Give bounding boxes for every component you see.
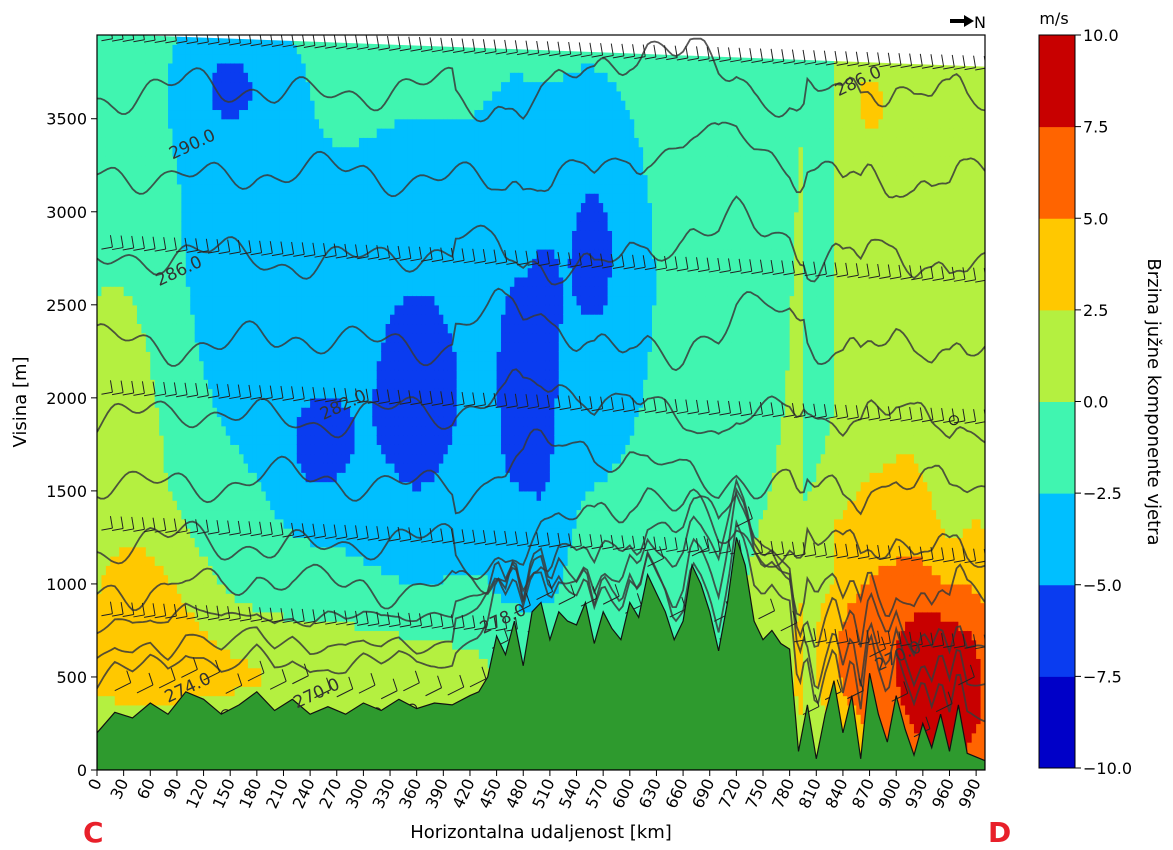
x-tick-label: 810 <box>795 776 825 812</box>
x-tick-label: 630 <box>635 776 665 812</box>
x-tick-label: 990 <box>955 776 985 812</box>
colorbar-tick-label: 5.0 <box>1083 209 1108 228</box>
plot-area <box>97 35 985 770</box>
x-tick-label: 90 <box>160 776 186 802</box>
y-axis: 0 500 1000 1500 2000 2500 3000 3500 <box>46 110 97 780</box>
x-tick-label: 270 <box>315 776 345 812</box>
x-tick-label: 360 <box>395 776 425 812</box>
colorbar-segment <box>1039 35 1075 128</box>
x-tick-label: 180 <box>235 776 265 812</box>
x-axis: 0 30 60 90120150180210240270300330360390420… <box>84 770 985 811</box>
x-tick-label: 690 <box>688 776 718 812</box>
x-tick-label: 150 <box>209 776 239 812</box>
x-tick-label: 60 <box>133 776 159 802</box>
x-tick-label: 660 <box>662 776 692 812</box>
colorbar-tick-label: −2.5 <box>1083 484 1122 503</box>
y-axis-title: Visina [m] <box>10 356 31 447</box>
y-tick-label: 3000 <box>46 203 87 222</box>
x-tick-label: 390 <box>422 776 452 812</box>
x-tick-label: 870 <box>848 776 878 812</box>
colorbar: 10.0 7.5 5.0 2.5 0.0 −2.5 −5.0 −7.5 −10.0 <box>1038 26 1132 778</box>
terrain <box>97 537 985 770</box>
y-tick-label: 2000 <box>46 389 87 408</box>
colorbar-tick-label: 7.5 <box>1083 118 1108 137</box>
x-tick-label: 510 <box>528 776 558 812</box>
north-arrow: N <box>950 13 986 32</box>
x-tick-label: 120 <box>182 776 212 812</box>
x-axis-title: Horizontalna udaljenost [km] <box>410 822 672 843</box>
y-tick-label: 2500 <box>46 296 87 315</box>
x-tick-label: 720 <box>715 776 745 812</box>
x-tick-label: 0 <box>84 776 106 793</box>
x-tick-label: 300 <box>342 776 372 812</box>
colorbar-tick-label: 2.5 <box>1083 301 1108 320</box>
y-tick-label: 3500 <box>46 110 87 129</box>
x-tick-label: 330 <box>369 776 399 812</box>
colorbar-segment <box>1039 309 1075 402</box>
colorbar-tick-label: −7.5 <box>1083 667 1122 686</box>
point-c-label: C <box>83 816 104 849</box>
x-tick-label: 960 <box>928 776 958 812</box>
x-tick-label: 540 <box>555 776 585 812</box>
north-label: N <box>974 13 986 32</box>
x-tick-label: 750 <box>741 776 771 812</box>
colorbar-tick-label: 0.0 <box>1083 393 1108 412</box>
x-tick-label: 450 <box>475 776 505 812</box>
x-tick-label: 780 <box>768 776 798 812</box>
colorbar-tick-label: 10.0 <box>1083 26 1119 45</box>
colorbar-segment <box>1039 218 1075 311</box>
plot-frame <box>96 34 986 771</box>
colorbar-tick-label: −5.0 <box>1083 576 1122 595</box>
y-tick-label: 1500 <box>46 482 87 501</box>
y-tick-label: 500 <box>56 668 87 687</box>
colorbar-segment <box>1039 676 1075 769</box>
colorbar-segment <box>1039 401 1075 494</box>
wind-barbs <box>101 35 985 738</box>
x-tick-label: 420 <box>448 776 478 812</box>
colorbar-label: Brzina južne komponente vjetra <box>1143 258 1164 545</box>
x-tick-label: 840 <box>821 776 851 812</box>
colorbar-segment <box>1039 584 1075 677</box>
y-tick-label: 0 <box>77 761 87 780</box>
x-tick-label: 900 <box>875 776 905 812</box>
isentrope-contours <box>97 37 985 723</box>
colorbar-tick-label: −10.0 <box>1083 759 1132 778</box>
x-tick-label: 210 <box>262 776 292 812</box>
x-tick-label: 240 <box>289 776 319 812</box>
x-tick-label: 600 <box>608 776 638 812</box>
x-tick-label: 30 <box>106 776 132 802</box>
x-tick-label: 930 <box>901 776 931 812</box>
colorbar-segment <box>1039 493 1075 586</box>
point-d-label: D <box>988 816 1011 849</box>
x-tick-label: 570 <box>582 776 612 812</box>
colorbar-unit: m/s <box>1039 9 1068 28</box>
colorbar-segment <box>1039 126 1075 219</box>
x-tick-label: 480 <box>502 776 532 812</box>
y-tick-label: 1000 <box>46 575 87 594</box>
